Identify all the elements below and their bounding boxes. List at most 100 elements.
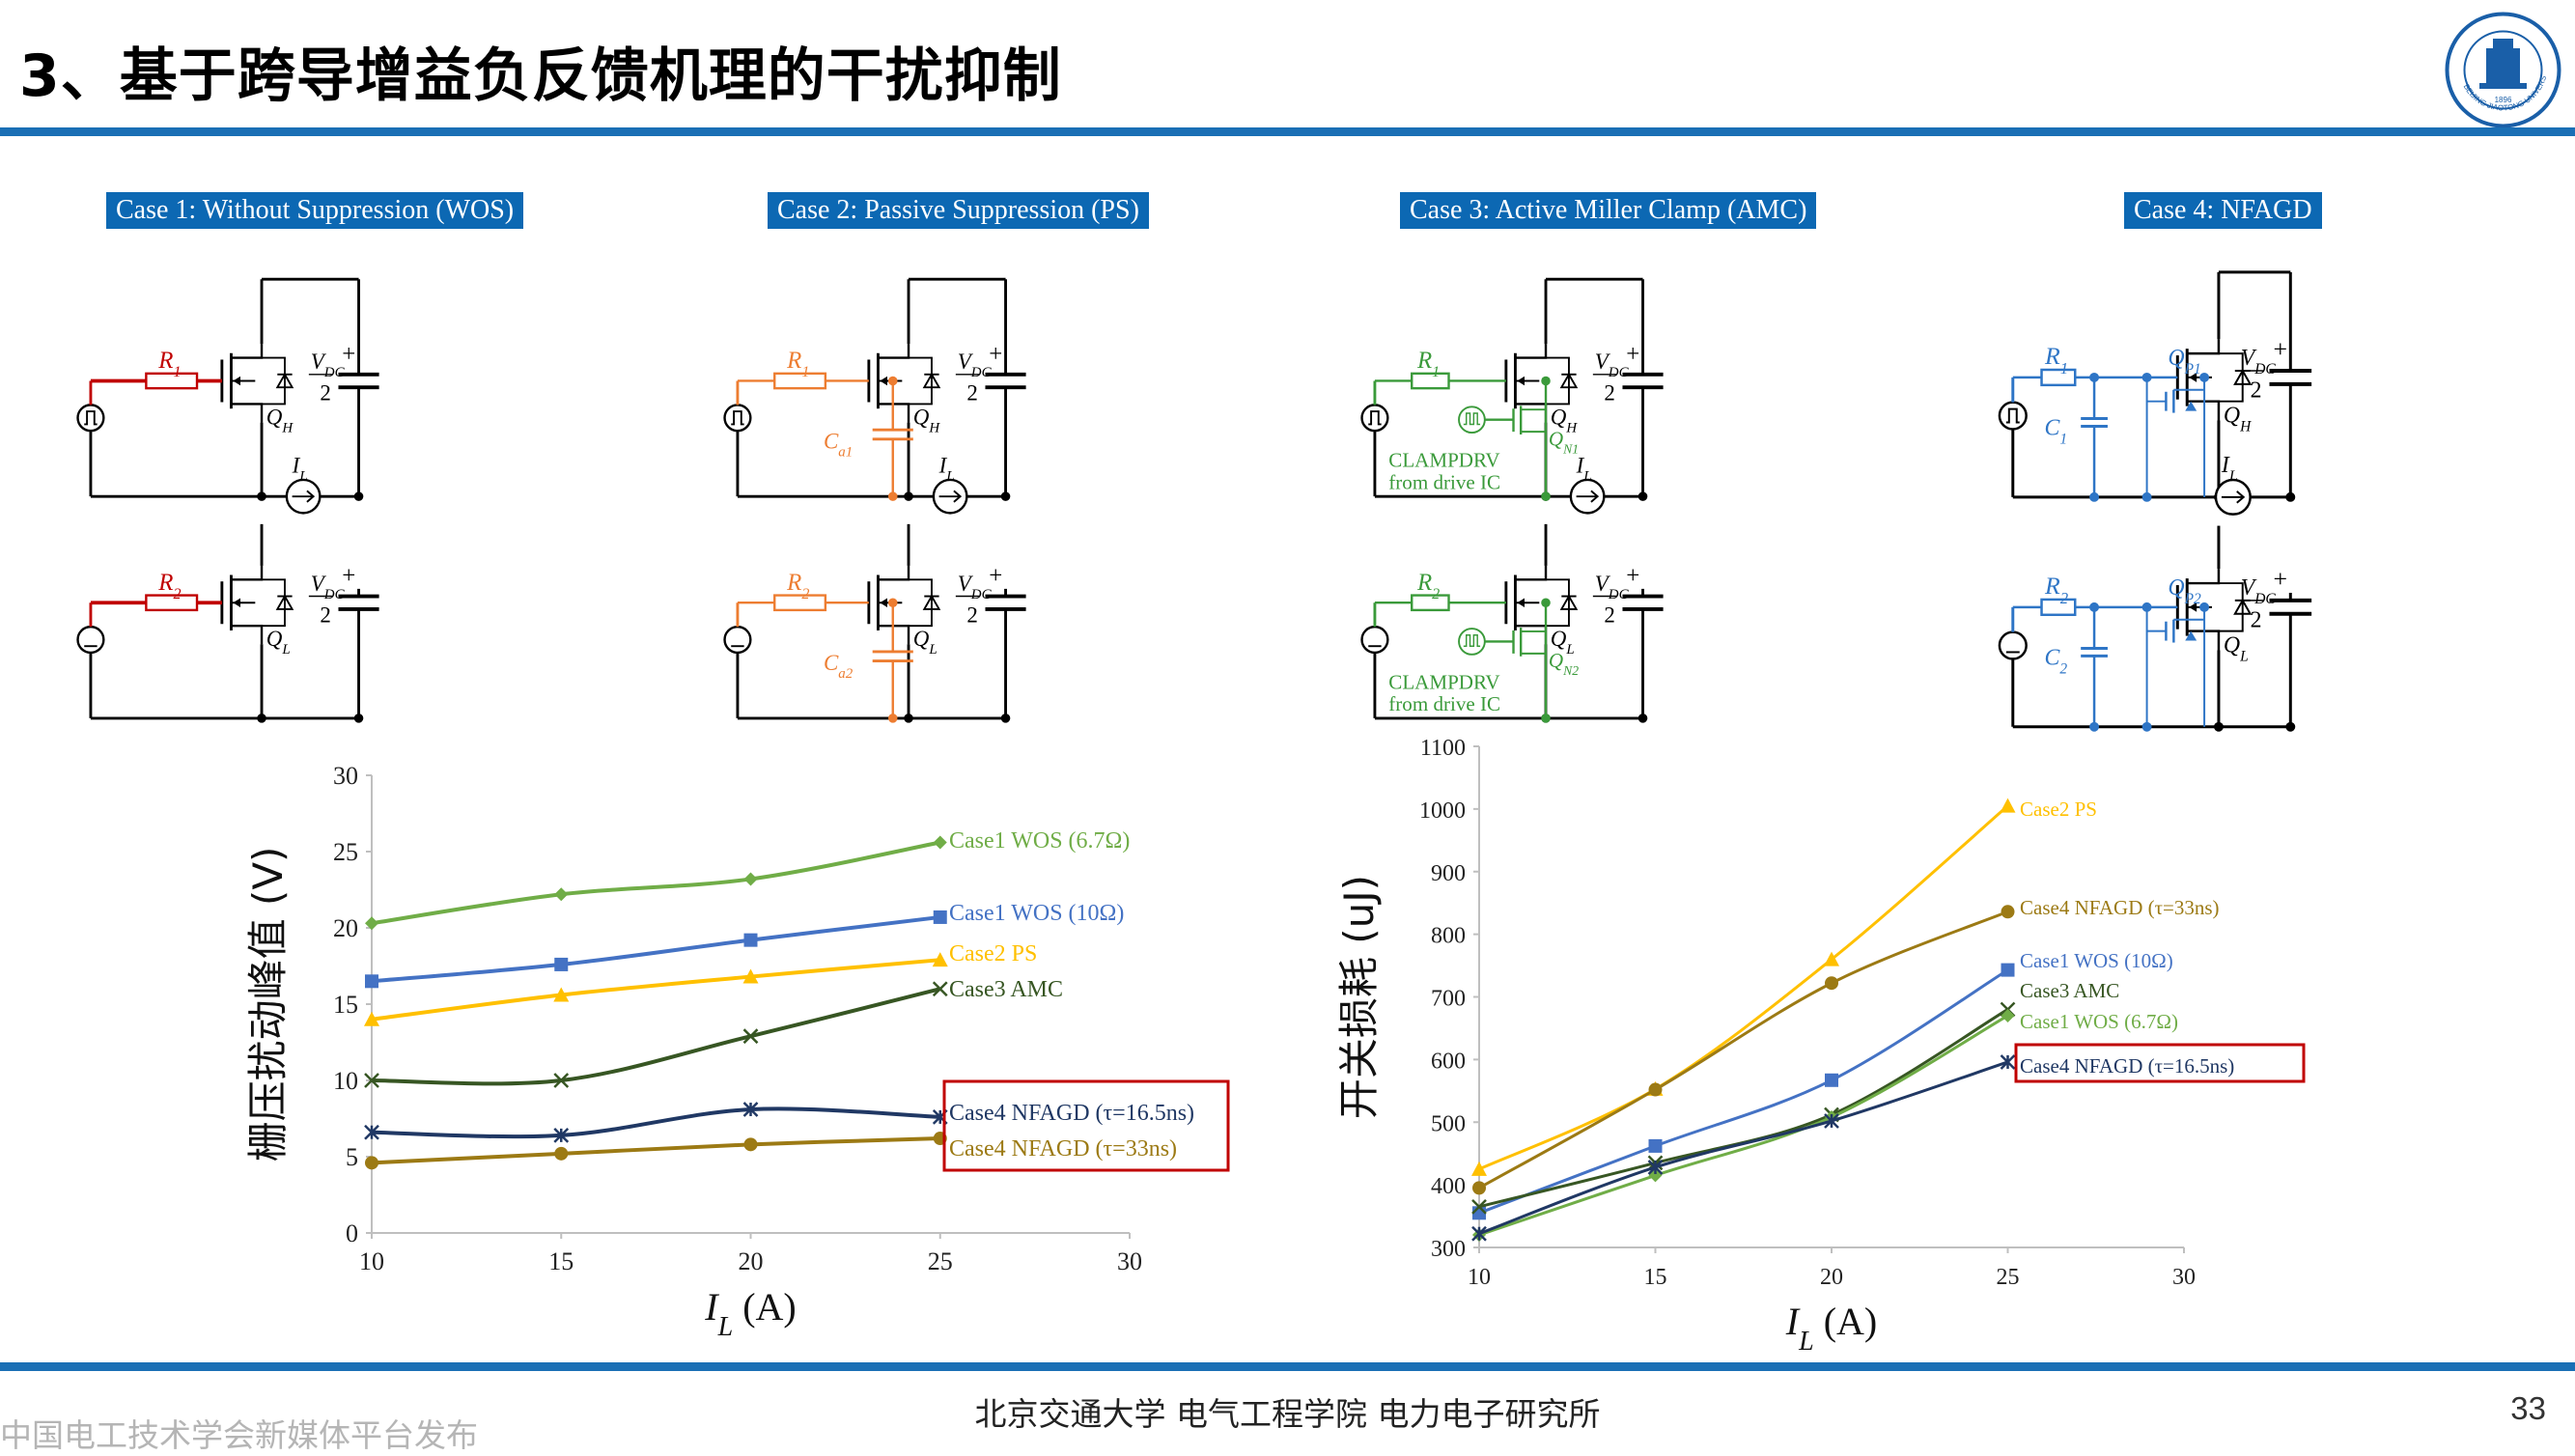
body-diode-wire xyxy=(1546,356,1570,406)
body-diode xyxy=(922,594,941,610)
series-label: Case1 WOS (6.7Ω) xyxy=(949,828,1130,854)
node-dot xyxy=(1000,714,1011,723)
node-dot xyxy=(887,714,898,723)
y-tick-label: 30 xyxy=(333,762,358,790)
data-point xyxy=(933,835,947,850)
y-tick-label: 500 xyxy=(1431,1111,1466,1136)
data-point xyxy=(742,1028,759,1045)
highlight-box xyxy=(2014,1043,2306,1083)
gate-pulse-icon xyxy=(84,410,98,426)
y-tick-label: 1100 xyxy=(1420,736,1466,761)
load-current-arrowhead xyxy=(1590,490,1600,503)
mosfet-arrow xyxy=(233,598,241,608)
plus-sign: + xyxy=(342,563,355,589)
qh-label: QH xyxy=(1551,405,1579,435)
data-point xyxy=(1824,1113,1839,1129)
mosfet-arrow xyxy=(1517,376,1525,386)
plus-sign: + xyxy=(342,341,355,367)
vdc-half-label: 2 xyxy=(1604,602,1614,627)
header-divider xyxy=(0,127,2575,136)
body-diode-wire xyxy=(262,356,286,406)
data-point xyxy=(1647,1155,1664,1171)
data-point xyxy=(365,1156,378,1170)
data-point xyxy=(365,974,378,989)
y-tick-label: 300 xyxy=(1431,1237,1466,1262)
mosfet-arrow xyxy=(2189,372,2197,382)
node-dot xyxy=(2141,721,2152,732)
page-title: 3、基于跨导增益负反馈机理的干扰抑制 xyxy=(19,42,1062,110)
data-point xyxy=(553,987,570,1002)
data-point xyxy=(553,1127,570,1143)
chart-switching-loss: 300 400 500 600 700 800 900 1000 1100 10 15 20 25 30 I… xyxy=(1335,736,2306,1357)
mosfet-drain xyxy=(2187,339,2221,355)
body-diode xyxy=(1559,372,1579,389)
r2-label: R2 xyxy=(157,570,181,602)
series-label: Case4 NFAGD (τ=16.5ns) xyxy=(2020,1054,2234,1078)
gate-source-symbol xyxy=(1998,630,2028,660)
gate-resistor xyxy=(773,594,827,612)
data-point xyxy=(1647,1155,1664,1171)
data-point xyxy=(1824,1106,1839,1123)
vdc-label: VDC xyxy=(958,572,993,602)
data-point xyxy=(1471,1225,1487,1242)
mosfet-arrow xyxy=(1517,598,1525,608)
case1-label: Case 1: Without Suppression (WOS) xyxy=(106,192,524,229)
series-line xyxy=(371,1106,940,1139)
data-point xyxy=(1825,1073,1838,1087)
ql-label: QL xyxy=(266,627,291,658)
gate-source-symbol xyxy=(76,625,105,655)
vdc-half-label: 2 xyxy=(2251,608,2262,633)
body-diode-wire xyxy=(1546,578,1570,628)
data-point xyxy=(1472,1181,1486,1195)
x-tick-label: 25 xyxy=(1997,1265,2020,1290)
vdc-label: VDC xyxy=(311,572,346,602)
gate-pulse-icon xyxy=(731,410,744,426)
chart-gate-voltage: 0 5 10 15 20 25 30 10 15 20 25 30 IL (A) 栅压扰动峰值 (V) Ca… xyxy=(244,762,1230,1342)
gate-source-symbol xyxy=(76,404,105,433)
node-dot xyxy=(904,714,913,723)
body-diode xyxy=(275,372,294,389)
mosfet-drain xyxy=(231,344,264,359)
r2-label: R2 xyxy=(786,570,809,602)
clampdrv-label: CLAMPDRV xyxy=(1388,670,1499,693)
data-point xyxy=(1824,1106,1839,1123)
y-axis-label: 栅压扰动峰值 (V) xyxy=(244,847,292,1162)
vdc-label: VDC xyxy=(1595,350,1630,380)
data-point xyxy=(364,1124,379,1140)
qh-label: QH xyxy=(913,405,941,435)
series-label: Case3 AMC xyxy=(949,977,1063,1002)
series-line xyxy=(371,1136,940,1165)
data-point xyxy=(2001,963,2015,977)
mosfet-drain xyxy=(878,565,910,581)
gate-resistor xyxy=(1411,594,1450,612)
load-current-arrowhead xyxy=(2236,490,2246,504)
body-diode xyxy=(275,594,294,610)
vdc-half-label: 2 xyxy=(320,602,330,627)
data-point xyxy=(364,1124,379,1140)
series-line xyxy=(371,987,941,1086)
data-point xyxy=(554,887,569,902)
series-line xyxy=(1478,910,2009,1190)
qp1-label: QP1 xyxy=(2168,346,2200,378)
data-point xyxy=(2000,1001,2016,1018)
data-point xyxy=(1825,1110,1838,1125)
gate-resistor xyxy=(773,372,827,390)
node-dot xyxy=(904,491,913,501)
data-point xyxy=(2000,1054,2016,1070)
mosfet-arrow xyxy=(880,598,888,608)
r2-label: R2 xyxy=(1416,570,1440,602)
series-line xyxy=(1478,1014,2009,1237)
data-point xyxy=(932,1109,948,1125)
gate-resistor xyxy=(2040,598,2077,617)
vdc-label: VDC xyxy=(2241,346,2277,378)
node-dot xyxy=(2285,491,2296,502)
svg-text:1896: 1896 xyxy=(2495,96,2512,104)
vdc-label: VDC xyxy=(1595,572,1630,602)
node-dot xyxy=(353,714,364,723)
data-point xyxy=(1471,1161,1487,1176)
gate-pulse-icon xyxy=(1368,410,1382,426)
c2-label: C2 xyxy=(2045,645,2068,677)
x-tick-label: 15 xyxy=(1644,1265,1667,1290)
node-dot xyxy=(2199,372,2210,382)
data-point xyxy=(1471,1225,1487,1242)
